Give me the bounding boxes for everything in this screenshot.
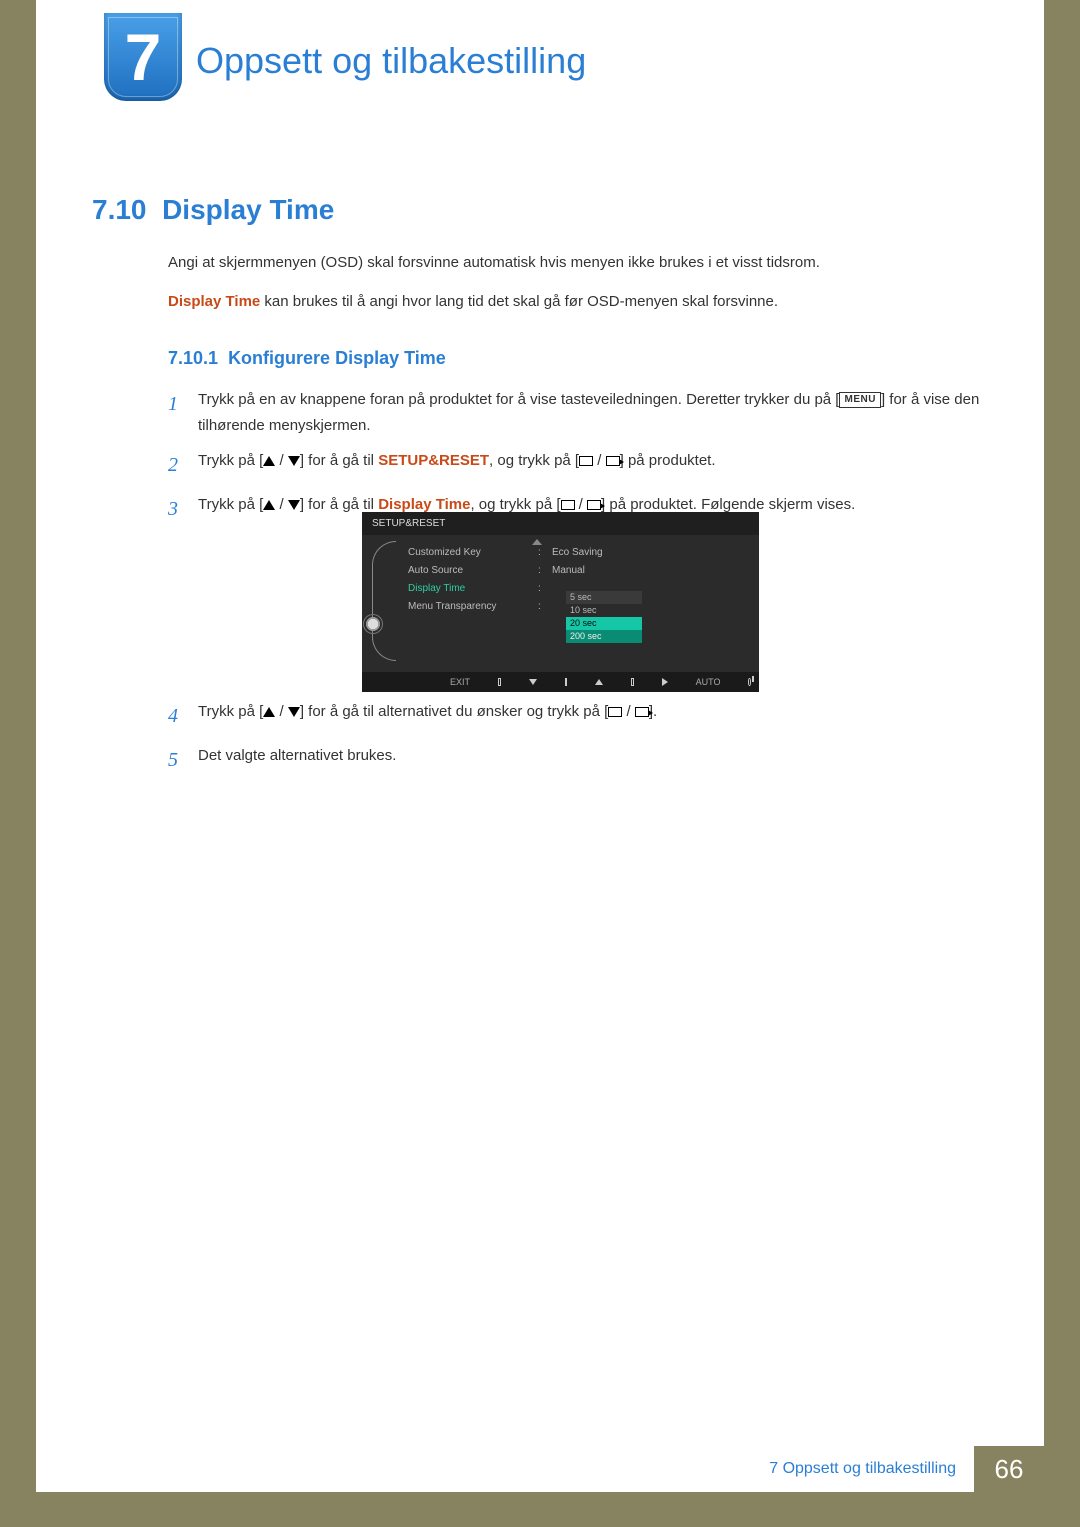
osd-row: Customized Key : Eco Saving bbox=[408, 543, 749, 561]
intro-rest: kan brukes til å angi hvor lang tid det … bbox=[260, 293, 778, 310]
box-icon bbox=[498, 678, 501, 686]
osd-colon: : bbox=[538, 565, 552, 576]
highlight-display-time: Display Time bbox=[378, 496, 470, 513]
step-text: Det valgte alternativet brukes. bbox=[198, 743, 1018, 777]
osd-row-label-active: Display Time bbox=[408, 583, 538, 594]
osd-option-selected: 20 sec bbox=[566, 617, 642, 630]
up-arrow-icon bbox=[263, 707, 275, 717]
text-fragment: ] for å gå til alternativet du ønsker og… bbox=[300, 703, 608, 720]
text-fragment: ] for å gå til bbox=[300, 452, 378, 469]
osd-row-value: Manual bbox=[552, 565, 585, 576]
up-caret-icon bbox=[532, 539, 542, 545]
osd-arc-decoration bbox=[372, 541, 396, 661]
step-text: Trykk på en av knappene foran på produkt… bbox=[198, 387, 1018, 438]
power-icon bbox=[748, 678, 751, 686]
section-number: 7.10 bbox=[92, 194, 147, 225]
down-arrow-icon bbox=[288, 500, 300, 510]
chapter-number-tab: 7 bbox=[104, 13, 182, 101]
enter-icon bbox=[587, 500, 601, 510]
text-fragment: Trykk på en av knappene foran på produkt… bbox=[198, 391, 839, 408]
osd-colon: : bbox=[538, 583, 552, 594]
select-icon bbox=[579, 456, 593, 466]
right-arrow-icon bbox=[662, 678, 668, 686]
step-number: 1 bbox=[168, 387, 198, 438]
step-number: 3 bbox=[168, 492, 198, 526]
step-number: 5 bbox=[168, 743, 198, 777]
intro-paragraph-1: Angi at skjermmenyen (OSD) skal forsvinn… bbox=[168, 252, 988, 275]
text-fragment: Trykk på [ bbox=[198, 496, 263, 513]
osd-dropdown: 5 sec 10 sec 20 sec 200 sec bbox=[566, 591, 642, 643]
osd-row-label: Auto Source bbox=[408, 565, 538, 576]
osd-body: Customized Key : Eco Saving Auto Source … bbox=[362, 535, 759, 669]
gear-icon bbox=[364, 615, 382, 633]
subsection-number: 7.10.1 bbox=[168, 348, 218, 368]
step-5: 5 Det valgte alternativet brukes. bbox=[168, 743, 1018, 777]
osd-colon: : bbox=[538, 547, 552, 558]
step-number: 2 bbox=[168, 448, 198, 482]
osd-screenshot: SETUP&RESET Customized Key : Eco Saving … bbox=[362, 512, 759, 692]
footer-chapter-label: 7 Oppsett og tilbakestilling bbox=[751, 1446, 974, 1492]
section-title: Display Time bbox=[162, 194, 334, 225]
subsection-heading: 7.10.1 Konfigurere Display Time bbox=[168, 348, 446, 369]
step-text: Trykk på [ / ] for å gå til SETUP&RESET,… bbox=[198, 448, 1018, 482]
down-arrow-icon bbox=[288, 456, 300, 466]
subsection-title: Konfigurere Display Time bbox=[228, 348, 446, 368]
osd-footer: EXIT AUTO bbox=[362, 672, 759, 692]
step-text: Trykk på [ / ] for å gå til alternativet… bbox=[198, 699, 1018, 733]
step-1: 1 Trykk på en av knappene foran på produ… bbox=[168, 387, 1018, 438]
box-icon bbox=[565, 678, 568, 686]
steps-list-bottom: 4 Trykk på [ / ] for å gå til alternativ… bbox=[168, 699, 1018, 787]
enter-icon bbox=[635, 707, 649, 717]
box-icon bbox=[631, 678, 634, 686]
up-arrow-icon bbox=[263, 500, 275, 510]
enter-icon bbox=[606, 456, 620, 466]
intro-highlight: Display Time bbox=[168, 293, 260, 310]
text-fragment: Trykk på [ bbox=[198, 703, 263, 720]
select-icon bbox=[561, 500, 575, 510]
osd-title: SETUP&RESET bbox=[362, 512, 759, 535]
down-arrow-icon bbox=[288, 707, 300, 717]
text-fragment: , og trykk på [ bbox=[489, 452, 579, 469]
osd-row-label: Menu Transparency bbox=[408, 601, 538, 612]
osd-row-value: Eco Saving bbox=[552, 547, 603, 558]
osd-row: Auto Source : Manual bbox=[408, 561, 749, 579]
up-arrow-icon bbox=[595, 679, 603, 685]
osd-option: 200 sec bbox=[566, 630, 642, 643]
text-fragment: ] på produktet. bbox=[620, 452, 716, 469]
text-fragment: ] for å gå til bbox=[300, 496, 378, 513]
osd-exit-label: EXIT bbox=[450, 677, 470, 687]
osd-option: 5 sec bbox=[566, 591, 642, 604]
page-footer: 7 Oppsett og tilbakestilling 66 bbox=[36, 1446, 1044, 1492]
chapter-title: Oppsett og tilbakestilling bbox=[196, 40, 586, 82]
down-arrow-icon bbox=[529, 679, 537, 685]
text-fragment: ] på produktet. Følgende skjerm vises. bbox=[601, 496, 855, 513]
footer-page-number: 66 bbox=[974, 1446, 1044, 1492]
osd-row-label: Customized Key bbox=[408, 547, 538, 558]
text-fragment: , og trykk på [ bbox=[470, 496, 560, 513]
section-heading: 7.10 Display Time bbox=[92, 194, 334, 226]
osd-colon: : bbox=[538, 601, 552, 612]
step-number: 4 bbox=[168, 699, 198, 733]
step-4: 4 Trykk på [ / ] for å gå til alternativ… bbox=[168, 699, 1018, 733]
text-fragment: Trykk på [ bbox=[198, 452, 263, 469]
menu-button-icon: MENU bbox=[839, 392, 880, 408]
intro-paragraph-2: Display Time kan brukes til å angi hvor … bbox=[168, 291, 988, 314]
osd-auto-label: AUTO bbox=[696, 677, 721, 687]
osd-option: 10 sec bbox=[566, 604, 642, 617]
highlight-setup-reset: SETUP&RESET bbox=[378, 452, 489, 469]
select-icon bbox=[608, 707, 622, 717]
page: 7 Oppsett og tilbakestilling 7.10 Displa… bbox=[36, 0, 1044, 1492]
up-arrow-icon bbox=[263, 456, 275, 466]
step-2: 2 Trykk på [ / ] for å gå til SETUP&RESE… bbox=[168, 448, 1018, 482]
